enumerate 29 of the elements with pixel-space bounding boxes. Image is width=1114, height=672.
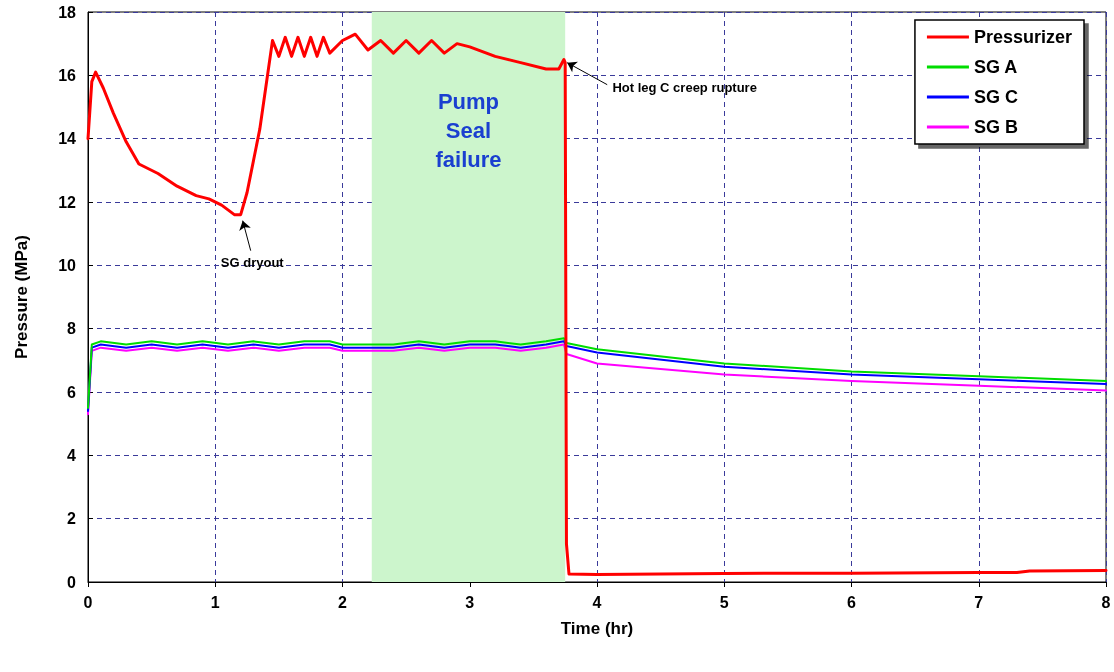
legend-label: SG C: [973, 87, 1018, 107]
y-tick-label: 8: [67, 320, 77, 338]
y-axis-title: Pressure (MPa): [12, 235, 31, 359]
y-tick-label: 14: [58, 130, 77, 148]
x-tick-label: 8: [1101, 593, 1111, 611]
legend-label: SG A: [973, 57, 1018, 77]
annotation: Hot leg C creep rupture: [612, 80, 757, 96]
x-tick-label: 5: [719, 593, 729, 611]
x-tick-label: 3: [465, 593, 475, 611]
x-tick-label: 6: [847, 593, 857, 611]
x-tick-label: 0: [83, 593, 93, 611]
x-tick-label: 4: [592, 593, 602, 611]
y-tick-label: 16: [58, 66, 77, 84]
y-tick-label: 10: [58, 256, 77, 274]
x-tick-label: 2: [338, 593, 348, 611]
y-tick-label: 4: [67, 446, 77, 464]
x-tick-label: 7: [974, 593, 984, 611]
legend-label: SG B: [973, 117, 1018, 137]
y-tick-label: 2: [67, 510, 77, 528]
annotation: SG dryout: [220, 255, 285, 271]
y-tick-label: 0: [67, 573, 77, 591]
y-tick-label: 18: [58, 3, 77, 21]
y-tick-label: 6: [67, 383, 77, 401]
legend-label: Pressurizer: [973, 27, 1072, 47]
band-label: Pump Seal failure: [435, 89, 502, 172]
x-tick-label: 1: [210, 593, 220, 611]
x-axis-title: Time (hr): [560, 619, 634, 638]
y-tick-label: 12: [58, 193, 77, 211]
line-series: [86, 32, 1108, 576]
